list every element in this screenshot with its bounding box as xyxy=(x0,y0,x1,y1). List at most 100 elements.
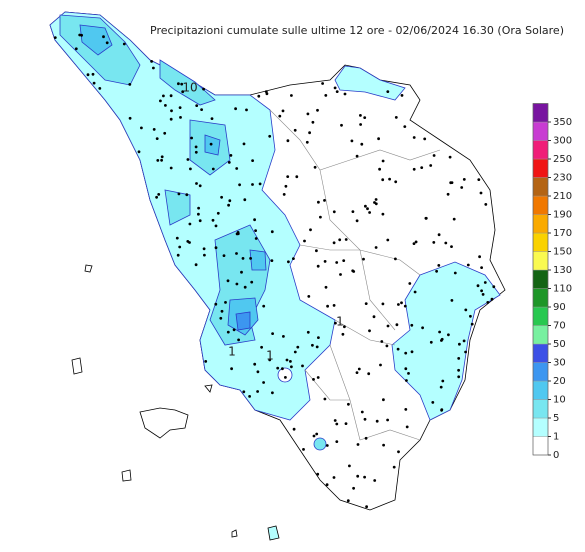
station-dot xyxy=(374,246,378,249)
station-dot xyxy=(403,304,407,308)
station-dot xyxy=(356,474,360,478)
station-dot xyxy=(333,419,337,422)
station-dot xyxy=(374,202,378,206)
station-dot xyxy=(378,167,381,171)
station-dot xyxy=(189,167,192,171)
legend-label: 1 xyxy=(553,432,559,443)
station-dot xyxy=(296,345,300,349)
station-dot xyxy=(344,422,348,425)
station-dot xyxy=(278,114,282,118)
station-dot xyxy=(421,326,424,330)
station-dot xyxy=(366,207,369,211)
station-dot xyxy=(220,309,224,313)
station-dot xyxy=(490,297,494,301)
station-dot xyxy=(392,465,396,469)
station-dot xyxy=(204,360,208,363)
station-dot xyxy=(400,301,403,305)
station-dot xyxy=(462,339,466,343)
legend-swatch xyxy=(532,103,549,123)
station-dot xyxy=(178,245,182,249)
station-dot xyxy=(432,154,436,157)
station-dot xyxy=(486,301,490,304)
station-dot xyxy=(315,249,318,253)
station-dot xyxy=(295,175,299,179)
station-dot xyxy=(312,378,315,381)
legend-label: 130 xyxy=(553,265,572,276)
station-dot xyxy=(334,321,337,325)
station-dot xyxy=(341,332,345,336)
station-dot xyxy=(460,186,464,189)
station-dot xyxy=(268,134,272,138)
station-dot xyxy=(271,391,274,395)
station-dot xyxy=(220,195,224,199)
station-dot xyxy=(264,90,268,93)
station-dot xyxy=(470,322,474,326)
station-dot xyxy=(432,241,436,244)
station-dot xyxy=(305,140,309,144)
station-dot xyxy=(385,344,389,348)
station-dot xyxy=(198,184,202,188)
station-dot xyxy=(363,417,367,421)
station-dot xyxy=(281,367,284,371)
station-dot xyxy=(400,94,404,97)
station-dot xyxy=(394,180,398,184)
station-dot xyxy=(229,154,233,157)
station-dot xyxy=(394,116,398,119)
station-dot xyxy=(367,372,371,376)
legend-label: 350 xyxy=(553,117,572,128)
station-dot xyxy=(437,233,441,237)
station-dot xyxy=(405,425,409,429)
station-dot xyxy=(395,323,399,327)
station-dot xyxy=(262,381,265,384)
station-dot xyxy=(203,253,206,257)
station-dot xyxy=(228,199,232,203)
islands xyxy=(71,264,280,541)
station-dot xyxy=(268,358,272,362)
station-dot xyxy=(364,204,367,208)
station-dot xyxy=(155,137,159,141)
station-dot xyxy=(232,328,236,332)
station-dot xyxy=(162,94,165,98)
station-dot xyxy=(214,302,218,306)
station-dot xyxy=(382,398,385,402)
station-dot xyxy=(380,340,384,343)
station-dot xyxy=(360,142,364,146)
station-dot xyxy=(440,339,443,342)
station-dots xyxy=(53,33,496,509)
station-dot xyxy=(254,237,258,240)
color-legend: 0 1 5 10 20 30 50 70 90 110 130 150 170 190 210 230 250 3… xyxy=(532,103,572,461)
legend-swatch xyxy=(532,232,549,252)
station-dot xyxy=(414,240,418,244)
station-dot xyxy=(211,218,215,222)
station-dot xyxy=(386,238,390,242)
station-dot xyxy=(128,116,132,120)
station-dot xyxy=(323,260,327,263)
station-dot xyxy=(429,340,433,344)
station-dot xyxy=(202,247,206,251)
station-dot xyxy=(424,216,428,220)
station-dot xyxy=(311,343,314,347)
station-dot xyxy=(175,236,179,240)
station-dot xyxy=(209,142,213,146)
station-dot xyxy=(375,419,379,423)
station-dot xyxy=(374,198,378,201)
station-dot xyxy=(410,350,414,354)
legend-swatch xyxy=(532,343,549,363)
station-dot xyxy=(235,282,239,286)
station-dot xyxy=(450,245,453,249)
station-dot xyxy=(181,90,185,94)
station-dot xyxy=(92,81,96,85)
station-dot xyxy=(404,408,408,411)
station-dot xyxy=(185,193,189,197)
station-dot xyxy=(477,178,481,182)
legend-frame xyxy=(532,103,549,456)
legend-swatch xyxy=(532,140,549,160)
station-dot xyxy=(307,295,311,298)
station-dot xyxy=(74,47,78,51)
station-dot xyxy=(235,252,238,255)
station-dot xyxy=(260,345,263,349)
station-dot xyxy=(351,210,355,214)
station-dot xyxy=(98,87,102,90)
station-dot xyxy=(450,299,454,302)
station-dot xyxy=(413,290,417,294)
